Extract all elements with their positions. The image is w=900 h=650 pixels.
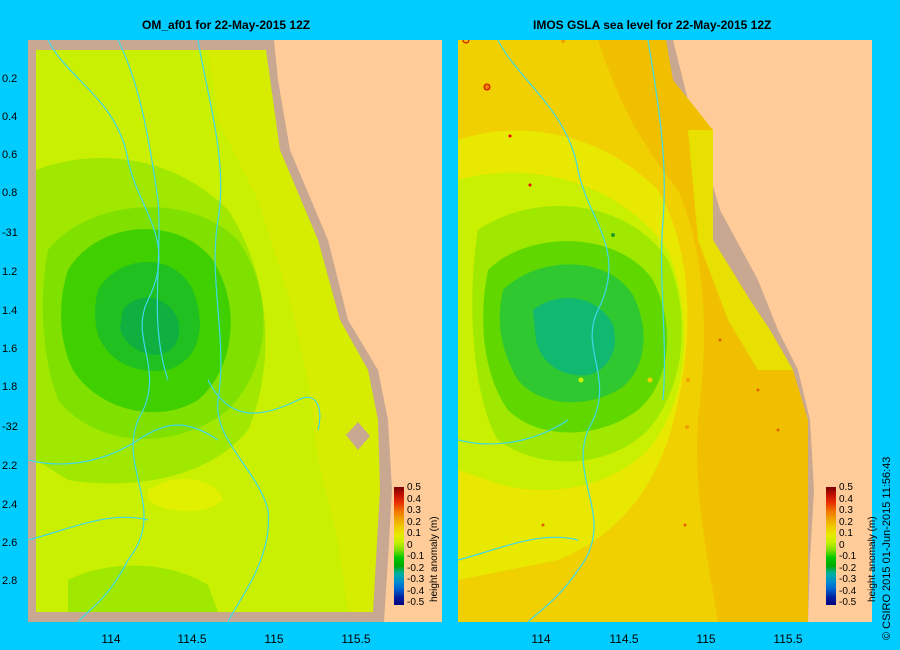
y-tick: 0.4	[2, 111, 18, 123]
y-tick: -32	[2, 421, 18, 433]
band-yellow-patch	[148, 479, 223, 512]
colorbar-tick: -0.3	[839, 574, 857, 585]
colorbar-right	[826, 487, 836, 605]
y-tick: 2.8	[2, 575, 18, 587]
colorbar-tick: 0.1	[407, 528, 421, 539]
colorbar-tick: 0.2	[407, 517, 421, 528]
colorbar-tick: 0	[839, 540, 845, 551]
copyright-timestamp: © CSIRO 2015 01-Jun-2015 11:56:43	[881, 456, 893, 640]
x-tick-right: 114	[531, 632, 551, 646]
y-tick: 2.4	[2, 499, 18, 511]
colorbar-tick: 0.4	[839, 494, 853, 505]
colorbar-tick: 0.2	[839, 517, 853, 528]
colorbar-tick: -0.3	[407, 574, 425, 585]
x-tick-right: 114.5	[609, 632, 639, 646]
x-tick-right: 115	[696, 632, 716, 646]
colorbar-label-right: height anomaly (m)	[867, 516, 878, 602]
colorbar-tick: 0.5	[407, 482, 421, 493]
colorbar-tick: -0.5	[839, 597, 857, 608]
island	[346, 422, 370, 450]
left-map-panel	[28, 40, 442, 622]
colorbar-tick: -0.5	[407, 597, 425, 608]
right-map-svg	[458, 40, 814, 622]
y-tick: 1.4	[2, 305, 18, 317]
y-tick: 1.8	[2, 381, 18, 393]
colorbar-tick: 0.5	[839, 482, 853, 493]
colorbar-tick: -0.1	[839, 551, 857, 562]
colorbar-label-left: height anomaly (m)	[429, 516, 440, 602]
colorbar-tick: 0.4	[407, 494, 421, 505]
y-tick: 1.6	[2, 343, 18, 355]
x-tick-right: 115.5	[773, 632, 803, 646]
band-green-4	[120, 297, 180, 355]
x-tick-left: 114	[101, 632, 121, 646]
x-tick-left: 115.5	[341, 632, 371, 646]
colorbar-tick: -0.1	[407, 551, 425, 562]
y-tick: 0.6	[2, 149, 18, 161]
y-tick: 2.2	[2, 460, 18, 472]
river-lines	[28, 40, 321, 622]
colorbar-tick: 0	[407, 540, 413, 551]
colorbar-tick: -0.4	[839, 586, 857, 597]
left-map-title: OM_af01 for 22-May-2015 12Z	[142, 18, 311, 32]
colorbar-tick: 0.3	[407, 505, 421, 516]
y-tick: 0.8	[2, 187, 18, 199]
y-tick: 2.6	[2, 537, 18, 549]
colorbar-tick: -0.4	[407, 586, 425, 597]
band-bottom-yellow	[498, 501, 573, 537]
colorbar-left	[394, 487, 404, 605]
y-tick: -31	[2, 227, 18, 239]
colorbar-tick: -0.2	[407, 563, 425, 574]
colorbar-tick: 0.1	[839, 528, 853, 539]
left-map-svg	[28, 40, 392, 622]
right-map-title: IMOS GSLA sea level for 22-May-2015 12Z	[533, 18, 772, 32]
band-bottom-green	[68, 565, 218, 612]
x-tick-left: 114.5	[177, 632, 207, 646]
y-tick: 0.2	[2, 73, 18, 85]
y-tick: 1.2	[2, 266, 18, 278]
colorbar-tick: -0.2	[839, 563, 857, 574]
band-right-yellow	[688, 130, 793, 370]
observation-dots	[462, 40, 780, 527]
colorbar-tick: 0.3	[839, 505, 853, 516]
river-lines	[458, 40, 666, 622]
right-map-panel	[458, 40, 872, 622]
x-tick-left: 115	[264, 632, 284, 646]
